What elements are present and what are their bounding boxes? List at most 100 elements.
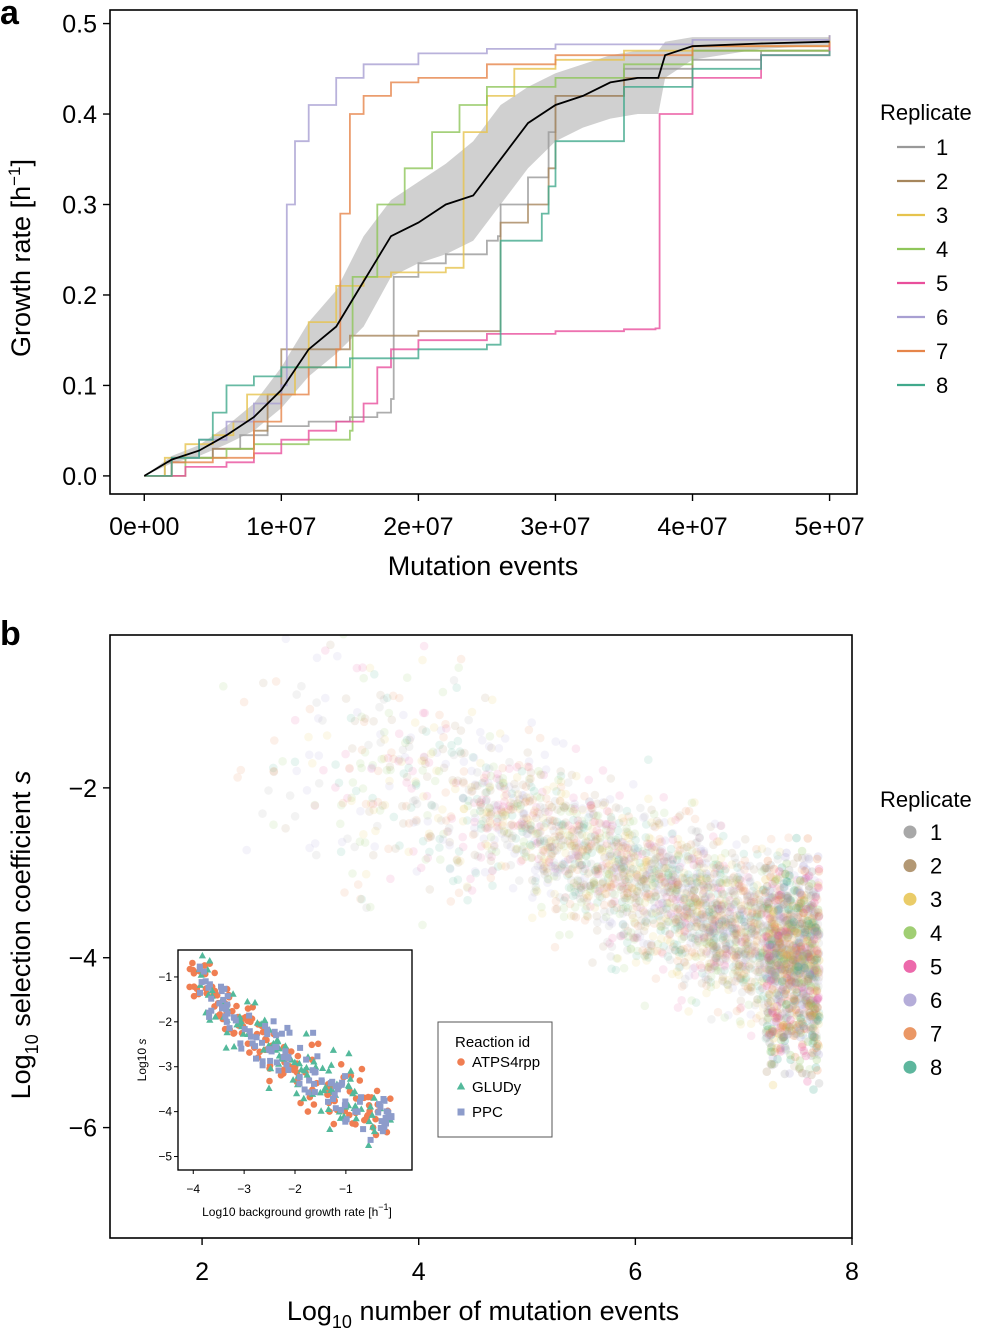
scatter-point [687, 825, 697, 835]
scatter-point [758, 904, 768, 913]
scatter-point [634, 889, 644, 898]
scatter-point [648, 932, 658, 941]
scatter-point [705, 950, 715, 959]
scatter-point [404, 763, 414, 773]
scatter-point [741, 975, 750, 984]
scatter-point [797, 919, 807, 928]
inset-point-PPC [238, 1045, 245, 1052]
scatter-point [647, 843, 656, 852]
scatter-point [734, 947, 743, 956]
scatter-point [526, 842, 536, 851]
inset-point-ATPS4rpp [233, 1002, 240, 1010]
scatter-point [574, 820, 584, 829]
scatter-point [794, 910, 803, 919]
scatter-point [713, 904, 723, 914]
scatter-point [646, 834, 655, 844]
scatter-point [800, 890, 809, 900]
scatter-point [373, 821, 382, 831]
scatter-point [769, 950, 779, 959]
scatter-point [701, 868, 711, 878]
scatter-point [551, 737, 560, 746]
scatter-point [725, 926, 735, 936]
scatter-point [402, 735, 412, 745]
scatter-point [550, 942, 560, 952]
scatter-point [703, 975, 713, 984]
scatter-point [454, 888, 464, 898]
scatter-point [389, 754, 398, 764]
scatter-point [743, 984, 753, 994]
scatter-point [736, 868, 745, 878]
y-axis-ticks-b: −2−4−6 [68, 775, 110, 1143]
scatter-point [702, 939, 711, 949]
scatter-point [782, 1007, 792, 1017]
scatter-point [498, 774, 508, 783]
scatter-point [738, 987, 747, 997]
scatter-point [711, 961, 720, 971]
legend-marker-6 [903, 993, 917, 1007]
scatter-point [556, 782, 566, 792]
scatter-point [567, 770, 577, 780]
scatter-point [513, 790, 523, 799]
scatter-point [673, 956, 682, 966]
scatter-point [602, 858, 611, 868]
scatter-point [755, 965, 764, 974]
scatter-point [734, 946, 744, 956]
scatter-point [647, 872, 657, 881]
scatter-point [579, 819, 589, 829]
scatter-point [715, 861, 724, 870]
scatter-point [812, 1031, 821, 1040]
scatter-point [802, 902, 811, 911]
scatter-point [435, 834, 445, 844]
scatter-point [695, 859, 705, 869]
scatter-point [669, 942, 678, 951]
scatter-point [618, 858, 627, 867]
scatter-point [727, 860, 737, 869]
scatter-point [801, 948, 811, 958]
scatter-point [641, 891, 650, 900]
scatter-point [319, 765, 328, 775]
scatter-point [644, 755, 653, 764]
scatter-point [564, 778, 573, 787]
scatter-point [793, 966, 802, 975]
scatter-point [473, 768, 482, 777]
inset-point-PPC [273, 1043, 280, 1050]
scatter-point [660, 888, 670, 898]
scatter-point [763, 965, 773, 974]
scatter-point [655, 860, 664, 870]
scatter-point [783, 900, 793, 910]
scatter-point [654, 818, 664, 828]
scatter-point [663, 852, 673, 862]
scatter-point [569, 911, 579, 921]
scatter-point [500, 792, 509, 801]
scatter-point [585, 887, 595, 896]
scatter-point [778, 913, 788, 923]
scatter-point [778, 918, 788, 928]
scatter-point [720, 914, 729, 924]
scatter-point [469, 798, 479, 807]
scatter-point [458, 842, 468, 852]
scatter-point [748, 886, 758, 896]
scatter-point [780, 954, 790, 963]
scatter-point [242, 845, 251, 855]
scatter-point [517, 845, 527, 854]
scatter-point [801, 955, 811, 964]
scatter-point [646, 947, 655, 956]
scatter-point [632, 870, 641, 880]
scatter-point [684, 1007, 693, 1016]
scatter-point [733, 950, 743, 960]
scatter-point [668, 855, 677, 865]
scatter-point [690, 934, 700, 944]
scatter-point [651, 842, 661, 852]
scatter-point [788, 964, 798, 974]
scatter-point [402, 673, 412, 682]
scatter-point [655, 906, 665, 916]
scatter-point [661, 914, 671, 923]
scatter-point [607, 822, 617, 831]
scatter-point [641, 871, 651, 880]
scatter-point [805, 938, 815, 948]
scatter-point [481, 788, 490, 798]
scatter-point [803, 985, 813, 995]
scatter-point [605, 860, 614, 869]
scatter-point [360, 838, 370, 847]
scatter-point [715, 837, 724, 846]
